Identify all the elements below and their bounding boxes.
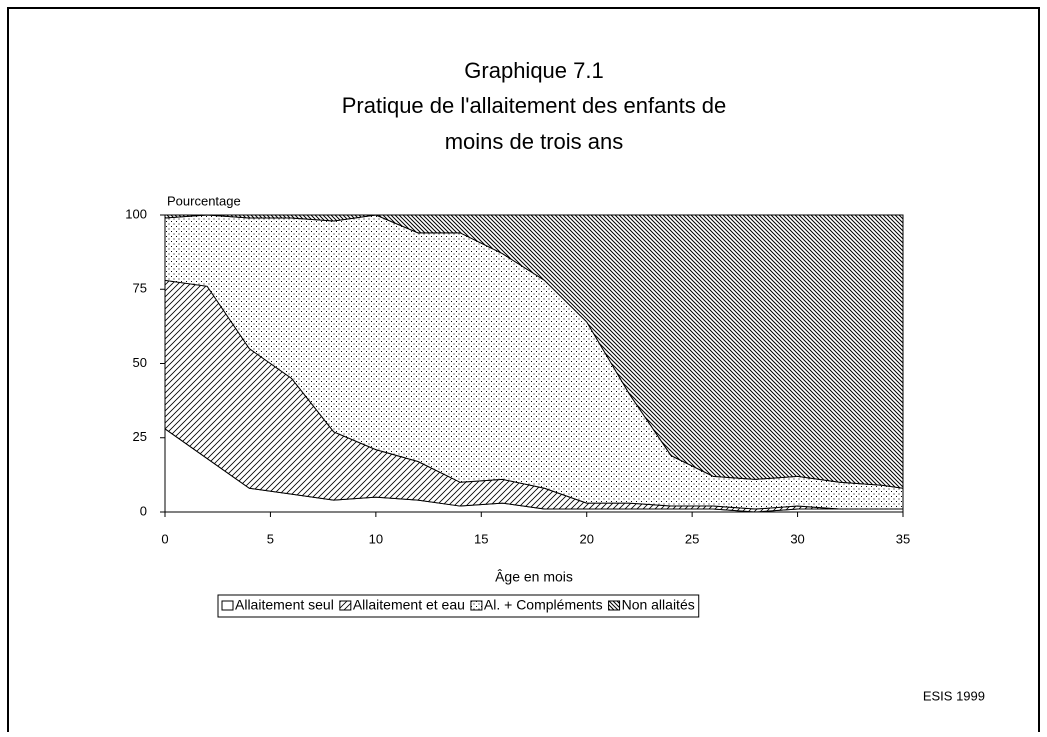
legend-swatch — [221, 600, 234, 611]
legend: Allaitement seul Allaitement et eau Al. + … — [217, 594, 700, 618]
x-tick-label: 25 — [685, 531, 699, 546]
legend-box — [217, 594, 700, 618]
legend-label: Allaitement et eau — [353, 597, 465, 613]
frame — [7, 7, 1040, 737]
legend-label: Allaitement seul — [235, 597, 334, 613]
x-tick-label: 35 — [896, 531, 910, 546]
x-tick-label: 0 — [161, 531, 168, 546]
legend-swatch — [470, 600, 483, 611]
y-axis-label: Pourcentage — [167, 193, 241, 208]
y-tick-label: 25 — [133, 429, 147, 444]
x-tick-label: 30 — [790, 531, 804, 546]
x-tick-label: 20 — [579, 531, 593, 546]
x-tick-label: 10 — [369, 531, 383, 546]
legend-label: Non allaités — [622, 597, 695, 613]
legend-swatch — [339, 600, 352, 611]
x-axis-label: Âge en mois — [495, 569, 573, 585]
chart-subtitle: Pratique de l'allaitement des enfants de — [342, 93, 727, 118]
source: ESIS 1999 — [923, 688, 985, 703]
chart-title: Graphique 7.1 — [464, 58, 603, 83]
legend-swatch — [608, 600, 621, 611]
chart-subtitle: moins de trois ans — [445, 129, 624, 154]
x-tick-label: 15 — [474, 531, 488, 546]
y-tick-label: 75 — [133, 281, 147, 296]
y-tick-label: 50 — [133, 355, 147, 370]
y-tick-label: 0 — [140, 503, 147, 518]
legend-label: Al. + Compléments — [484, 597, 603, 613]
x-tick-label: 5 — [267, 531, 274, 546]
y-tick-label: 100 — [125, 206, 147, 221]
